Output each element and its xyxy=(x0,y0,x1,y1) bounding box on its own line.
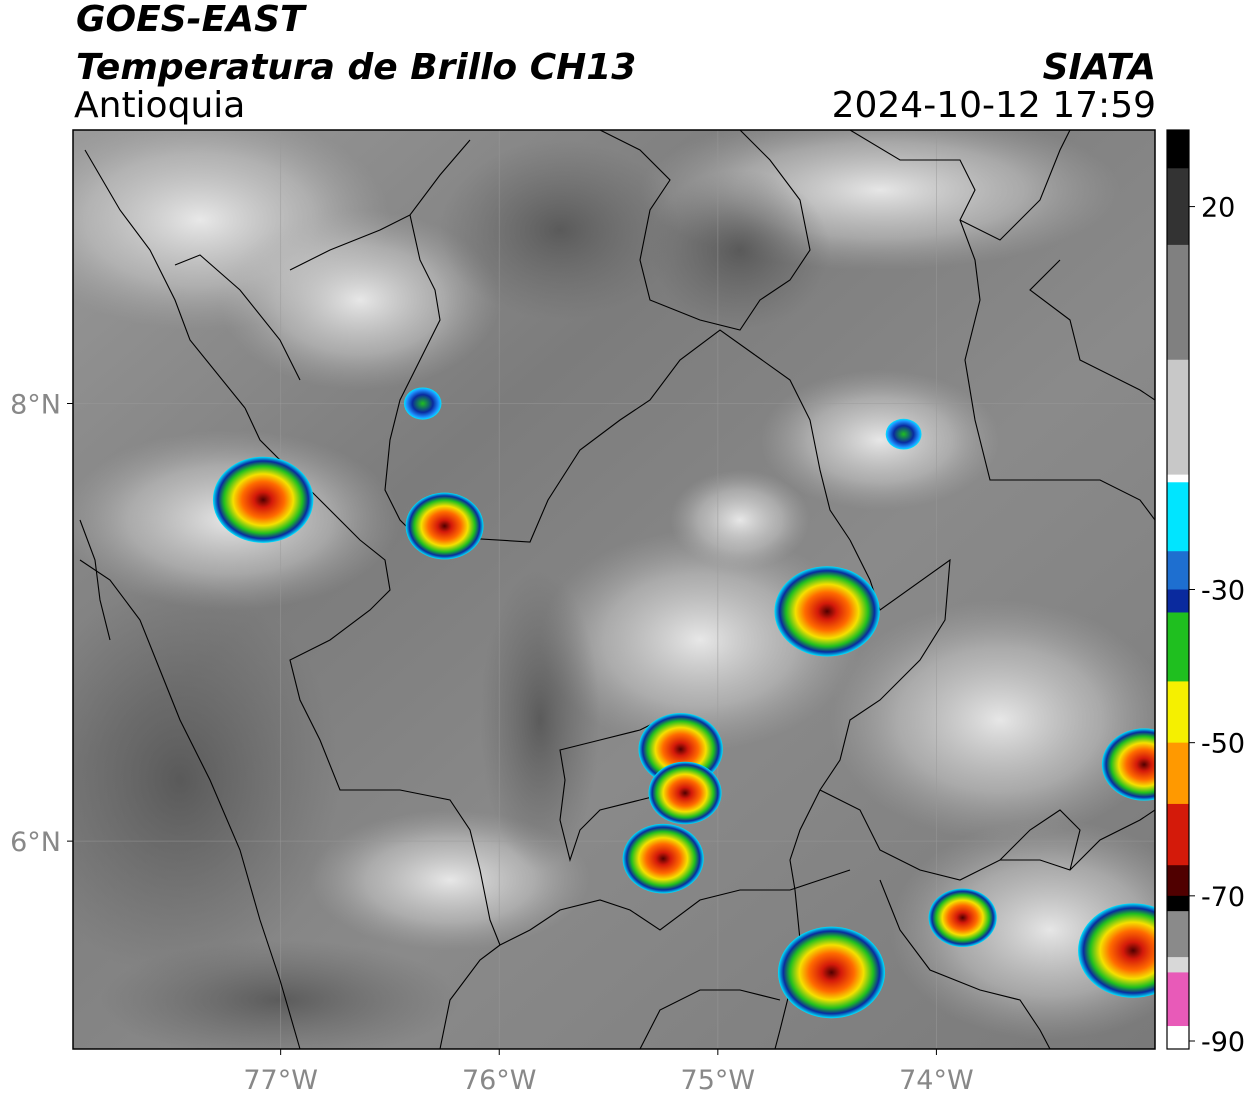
storm-cell xyxy=(774,566,880,657)
colorbar-band xyxy=(1167,742,1189,805)
colorbar-band xyxy=(1167,474,1189,483)
satellite-title: GOES-EAST xyxy=(76,0,305,40)
lon-tick-label: 75°W xyxy=(681,1065,756,1096)
colorbar-band xyxy=(1167,130,1189,169)
latitude-ticks: 8°N 6°N xyxy=(10,390,73,858)
colorbar-tick-label: -90 xyxy=(1201,1027,1245,1058)
storm-cell xyxy=(778,926,885,1019)
colorbar-ticks: 20 -30 -50 -70 -90 xyxy=(1189,193,1245,1058)
colorbar-band xyxy=(1167,911,1189,958)
colorbar-tick-label: 20 xyxy=(1201,193,1235,224)
storm-cell xyxy=(1078,903,1155,998)
lon-tick-label: 74°W xyxy=(899,1065,974,1096)
colorbar-band xyxy=(1167,589,1189,613)
colorbar-band xyxy=(1167,681,1189,744)
storm-cell xyxy=(212,456,314,543)
colorbar-band xyxy=(1167,359,1189,476)
lat-tick-label: 6°N xyxy=(10,827,61,858)
lat-tick-label: 8°N xyxy=(10,390,61,421)
agency-label: SIATA xyxy=(1042,47,1156,88)
storm-cell xyxy=(405,492,484,560)
timestamp-label: 2024-10-12 17:59 xyxy=(831,85,1156,126)
map-frame xyxy=(72,129,1156,1050)
colorbar-band xyxy=(1167,1026,1189,1049)
product-title: Temperatura de Brillo CH13 xyxy=(76,47,637,88)
storm-cell xyxy=(622,823,704,894)
colorbar-band xyxy=(1167,244,1189,361)
lon-tick-label: 77°W xyxy=(243,1065,318,1096)
colorbar-band xyxy=(1167,168,1189,246)
colorbar xyxy=(1166,129,1190,1050)
colorbar-tick-label: -70 xyxy=(1201,882,1245,913)
gridlines xyxy=(73,130,1155,1049)
region-label: Antioquia xyxy=(74,85,246,126)
colorbar-band xyxy=(1167,482,1189,552)
satellite-imagery xyxy=(73,130,1155,1049)
colorbar-band xyxy=(1167,551,1189,590)
storm-cells xyxy=(212,387,1155,1019)
storm-cell xyxy=(648,761,722,825)
storm-cell xyxy=(885,418,922,450)
storm-cell xyxy=(403,387,442,420)
lon-tick-label: 76°W xyxy=(462,1065,537,1096)
colorbar-band xyxy=(1167,865,1189,897)
colorbar-tick-label: -50 xyxy=(1201,729,1245,760)
colorbar-band xyxy=(1167,803,1189,866)
colorbar-band xyxy=(1167,895,1189,912)
longitude-ticks: 77°W 76°W 75°W 74°W xyxy=(243,1049,974,1096)
colorbar-band xyxy=(1167,612,1189,682)
storm-cell xyxy=(928,888,997,947)
colorbar-band xyxy=(1167,957,1189,973)
colorbar-tick-label: -30 xyxy=(1201,576,1245,607)
storm-cell xyxy=(1101,728,1155,801)
